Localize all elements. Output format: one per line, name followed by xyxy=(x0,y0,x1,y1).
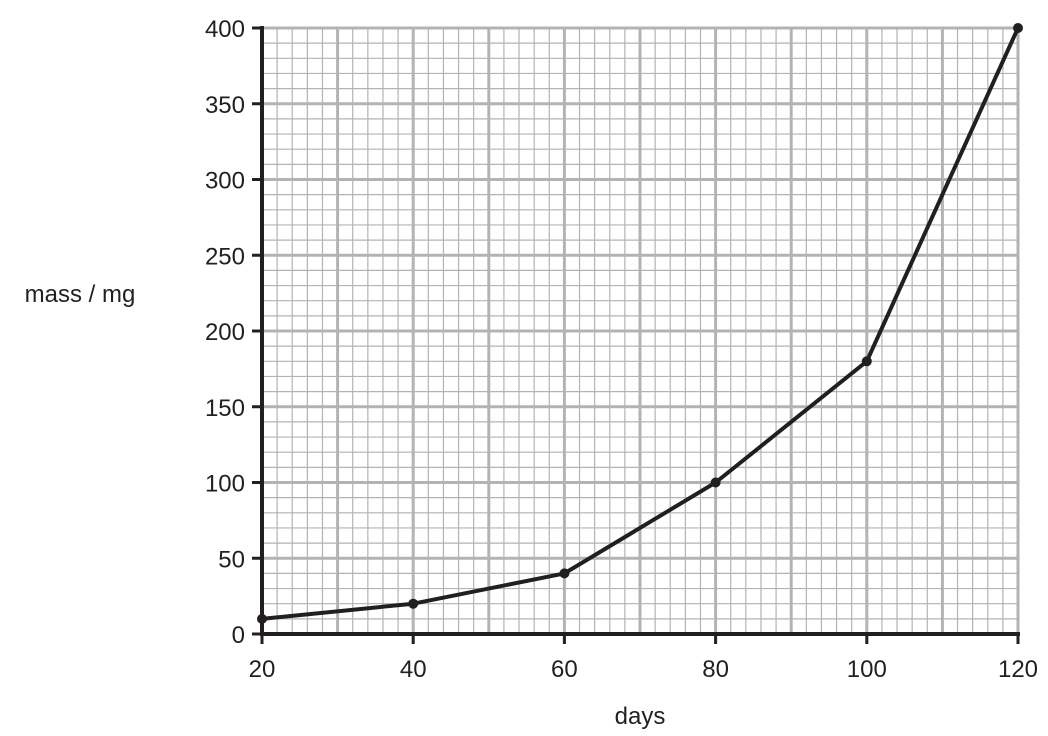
data-point xyxy=(1013,23,1023,33)
series-line xyxy=(261,27,1020,621)
x-tick-label: 20 xyxy=(249,656,276,683)
data-point xyxy=(710,477,721,488)
y-tick-label: 50 xyxy=(218,546,245,573)
data-point xyxy=(559,568,570,579)
x-axis-label: days xyxy=(615,703,666,730)
y-tick-label: 400 xyxy=(205,16,245,43)
data-point xyxy=(257,613,267,624)
y-tick-label: 300 xyxy=(205,168,245,195)
x-tick-label: 80 xyxy=(702,656,729,683)
y-axis-label: mass / mg xyxy=(25,281,136,308)
y-tick-label: 0 xyxy=(232,622,245,649)
x-tick-label: 120 xyxy=(998,656,1038,683)
x-tick-labels: 20 40 60 80 100 120 xyxy=(249,656,1038,683)
y-tick-labels: 0 50 100 150 200 250 300 350 400 xyxy=(205,16,245,649)
y-tick-label: 350 xyxy=(205,92,245,119)
data-point xyxy=(861,356,872,367)
data-point xyxy=(408,598,419,609)
y-tick-label: 100 xyxy=(205,471,245,498)
y-tick-label: 200 xyxy=(205,319,245,346)
y-tick-label: 250 xyxy=(205,243,245,270)
x-tick-label: 60 xyxy=(551,656,578,683)
series-layer xyxy=(257,23,1023,624)
x-tick-label: 40 xyxy=(400,656,427,683)
axes xyxy=(252,26,1020,644)
x-tick-label: 100 xyxy=(847,656,887,683)
y-tick-label: 150 xyxy=(205,395,245,422)
